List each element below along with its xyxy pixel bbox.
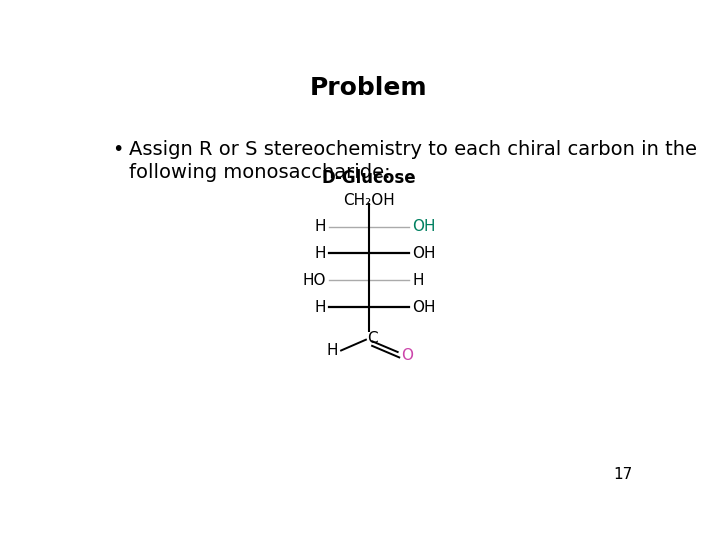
Text: H: H (314, 300, 325, 315)
Text: OH: OH (413, 300, 436, 315)
Text: H: H (326, 343, 338, 358)
Text: Problem: Problem (310, 76, 428, 100)
Text: Assign R or S stereochemistry to each chiral carbon in the: Assign R or S stereochemistry to each ch… (129, 140, 697, 159)
Text: •: • (112, 140, 123, 159)
Text: C: C (366, 332, 377, 347)
Text: H: H (413, 273, 424, 288)
Text: D-Glucose: D-Glucose (322, 168, 416, 187)
Text: OH: OH (413, 246, 436, 261)
Text: H: H (314, 219, 325, 234)
Text: H: H (314, 246, 325, 261)
Text: following monosaccharide:: following monosaccharide: (129, 163, 390, 182)
Text: CH₂OH: CH₂OH (343, 193, 395, 208)
Text: 17: 17 (613, 467, 632, 482)
Text: HO: HO (302, 273, 325, 288)
Text: O: O (401, 348, 413, 363)
Text: OH: OH (413, 219, 436, 234)
